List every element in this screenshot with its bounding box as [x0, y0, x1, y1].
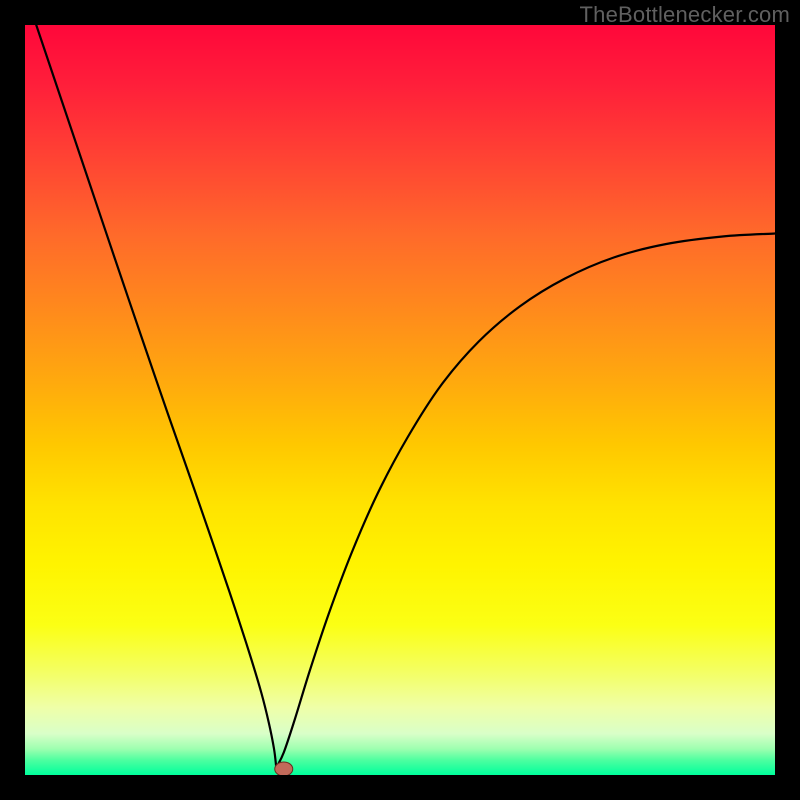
chart-frame: TheBottlenecker.com	[0, 0, 800, 800]
minimum-marker	[275, 762, 293, 775]
plot-area	[25, 25, 775, 775]
gradient-background	[25, 25, 775, 775]
bottleneck-curve-chart	[25, 25, 775, 775]
